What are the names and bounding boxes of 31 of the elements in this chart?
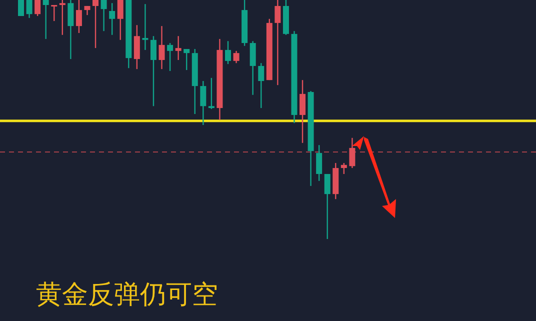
candlestick [109,2,116,36]
candlestick [51,4,58,22]
candlestick [250,40,256,96]
candlestick [167,42,174,72]
candlestick [324,173,330,240]
candlestick [184,48,190,71]
candlestick [134,24,140,70]
candlestick [274,0,281,86]
text: 黄金反弹仍可空 [36,280,218,310]
candlestick [208,77,214,110]
candlestick [100,0,107,32]
candlestick [42,0,49,40]
candlestick [300,79,306,144]
candlestick [68,0,74,60]
candlestick [200,80,206,126]
candlestick [117,0,124,41]
candlestick [316,144,322,182]
candlestick [158,25,165,70]
candlestick [26,0,32,19]
candlestick [150,35,156,107]
candlestick [349,137,356,169]
candlestick [258,62,264,109]
candlestick [175,35,182,61]
candlestick [76,0,82,34]
candlestick [225,40,231,65]
candlestick [233,50,240,64]
candlestick [34,0,41,17]
candlestick [340,162,347,175]
candlestick [142,3,148,51]
candlestick [92,0,99,49]
candlestick [59,0,66,36]
